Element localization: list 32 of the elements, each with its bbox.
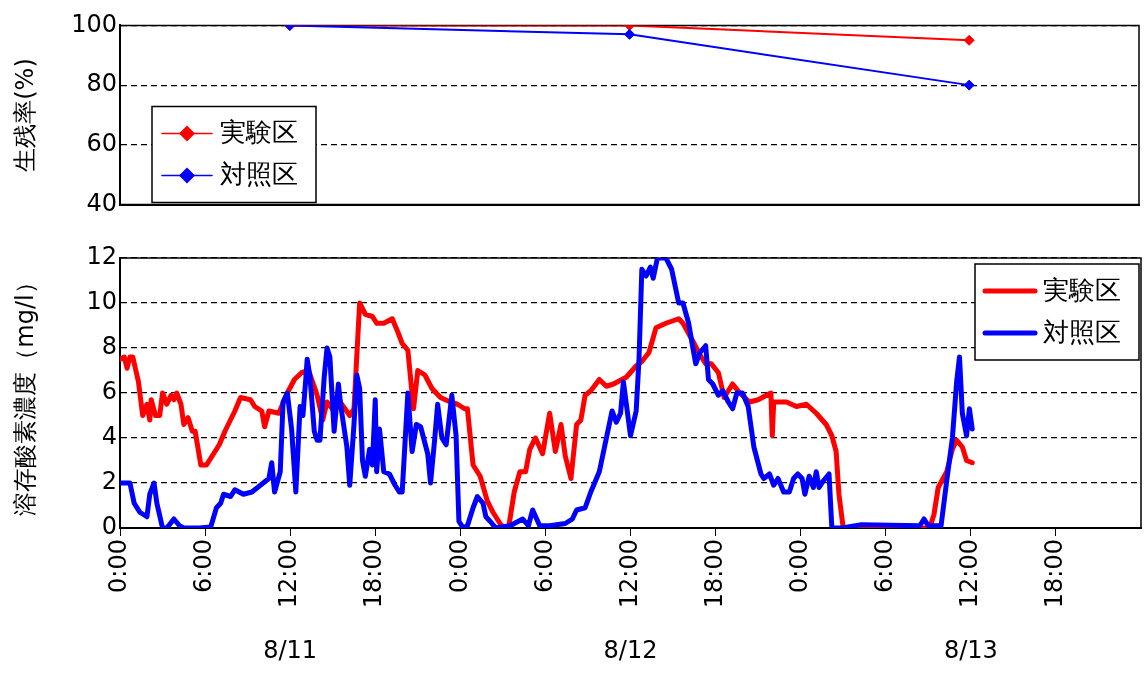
y-tick-label: 0 (101, 512, 117, 541)
y-axis-title: 生残率(%) (10, 58, 39, 172)
x-tick-label: 12:00 (614, 539, 643, 609)
y-axis-title: 溶存酸素濃度（mg/l） (10, 270, 39, 516)
x-tick-label: 6:00 (189, 539, 218, 593)
x-tick-label: 0:00 (784, 539, 813, 593)
y-tick-label: 12 (86, 242, 117, 271)
x-tick-label: 6:00 (529, 539, 558, 593)
legend-label: 実験区 (1043, 274, 1121, 305)
y-tick-label: 2 (101, 467, 117, 496)
x-tick-label: 0:00 (104, 539, 133, 593)
y-tick-label: 6 (101, 377, 117, 406)
x-tick-label: 18:00 (359, 539, 388, 609)
x-tick-label: 12:00 (274, 539, 303, 609)
y-tick-label: 60 (86, 129, 117, 158)
y-tick-label: 100 (71, 9, 117, 38)
y-tick-label: 80 (86, 69, 117, 98)
text: 8/12 (603, 636, 658, 665)
y-tick-label: 40 (86, 188, 117, 217)
legend-label: 対照区 (1043, 316, 1121, 347)
x-tick-label: 0:00 (444, 539, 473, 593)
x-tick-label: 6:00 (869, 539, 898, 593)
y-tick-label: 8 (101, 332, 117, 361)
y-tick-label: 10 (86, 287, 117, 316)
x-tick-label: 18:00 (1040, 539, 1069, 609)
legend-label: 実験区 (220, 117, 298, 148)
text: 8/11 (263, 636, 318, 665)
y-tick-label: 4 (101, 422, 117, 451)
x-tick-label: 18:00 (699, 539, 728, 609)
text: 8/13 (943, 636, 998, 665)
x-tick-label: 12:00 (955, 539, 984, 609)
legend-label: 対照区 (220, 159, 298, 190)
